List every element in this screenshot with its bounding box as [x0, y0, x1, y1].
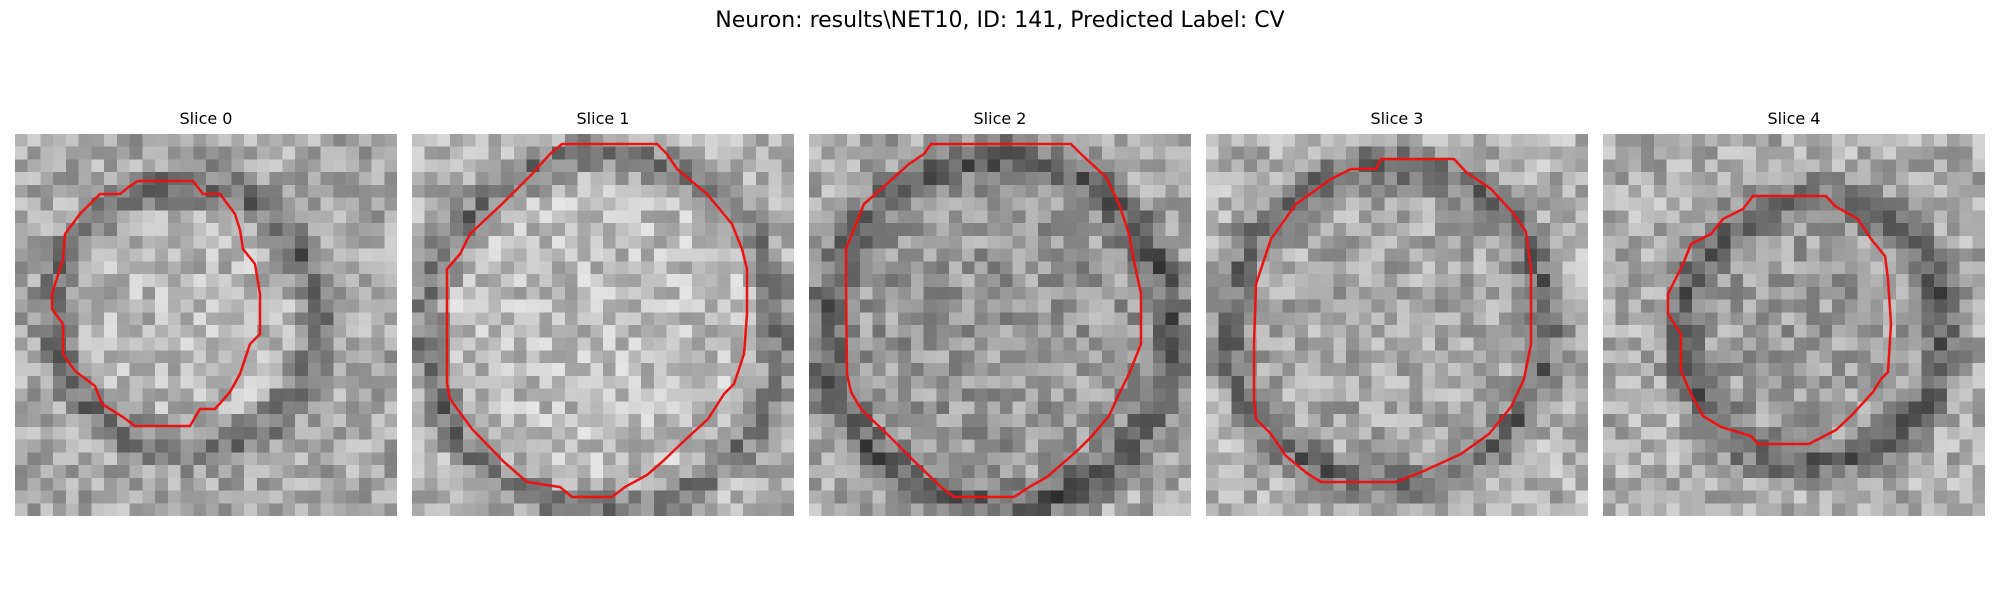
roi-contour-2 [844, 142, 1143, 499]
slice-panel-2: Slice 2 [809, 108, 1191, 516]
grayscale-image-0 [15, 134, 397, 516]
grayscale-image-4 [1603, 134, 1985, 516]
roi-contour-4 [1666, 194, 1893, 446]
slice-image-0 [15, 134, 397, 516]
figure-title: Neuron: results\NET10, ID: 141, Predicte… [715, 8, 1285, 33]
roi-contour-1 [445, 142, 749, 499]
slice-panel-0: Slice 0 [15, 108, 397, 516]
slice-title-0: Slice 0 [179, 109, 233, 128]
slice-title-2: Slice 2 [973, 109, 1027, 128]
roi-contour-0 [50, 179, 262, 428]
grayscale-image-1 [412, 134, 794, 516]
roi-contour-3 [1252, 157, 1533, 484]
grayscale-image-3 [1206, 134, 1588, 516]
slice-title-4: Slice 4 [1767, 109, 1821, 128]
slice-image-1 [412, 134, 794, 516]
slice-image-4 [1603, 134, 1985, 516]
slice-image-3 [1206, 134, 1588, 516]
slice-panel-3: Slice 3 [1206, 108, 1588, 516]
slice-title-1: Slice 1 [576, 109, 630, 128]
slice-title-3: Slice 3 [1370, 109, 1424, 128]
slice-image-2 [809, 134, 1191, 516]
slice-panel-1: Slice 1 [412, 108, 794, 516]
slice-panel-4: Slice 4 [1603, 108, 1985, 516]
